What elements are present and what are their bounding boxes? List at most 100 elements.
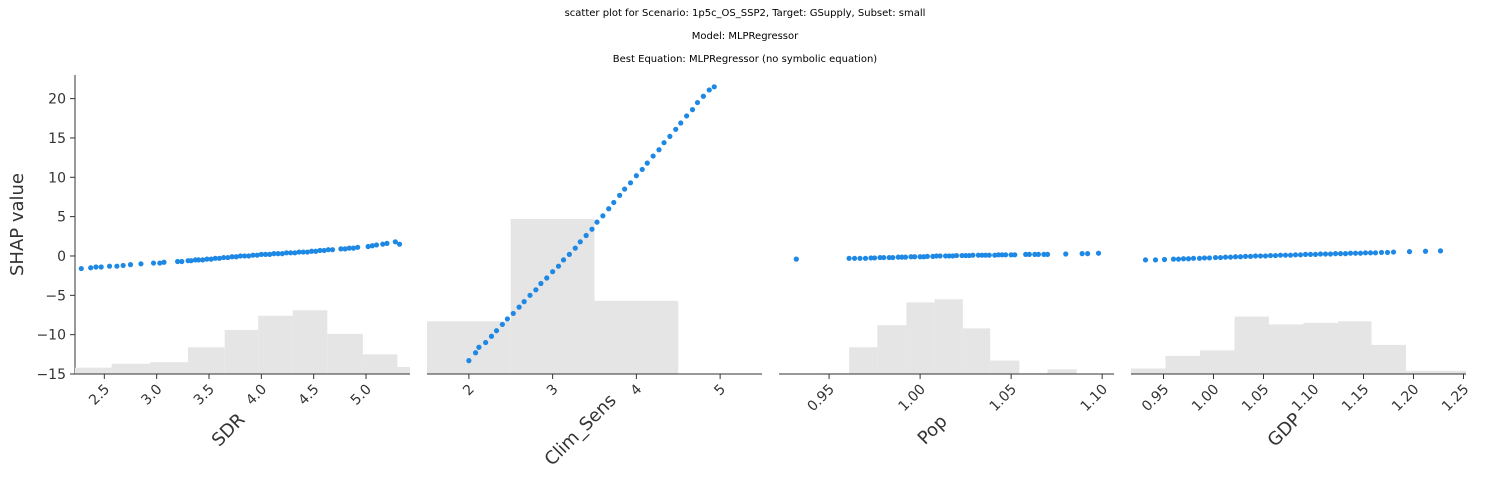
scatter-point <box>1201 255 1208 261</box>
scatter-point <box>1196 255 1203 261</box>
scatter-point <box>1003 252 1009 258</box>
scatter-point <box>933 253 940 259</box>
scatter-point <box>656 147 662 153</box>
scatter-point <box>881 254 887 261</box>
y-tick-label: 10 <box>48 170 66 186</box>
histogram-bar <box>1200 350 1235 374</box>
scatter-point <box>1342 251 1349 257</box>
scatter-point <box>1232 254 1239 260</box>
scatter-point <box>908 254 914 260</box>
scatter-point <box>899 254 905 260</box>
histogram-bar <box>111 363 151 374</box>
x-tick-label: 1.00 <box>896 382 929 415</box>
scatter-point <box>1357 250 1364 256</box>
scatter-point <box>488 333 495 339</box>
histogram-bar <box>906 302 935 374</box>
scatter-point <box>644 160 650 166</box>
x-tick-label: 1.00 <box>1189 382 1222 415</box>
scatter-point <box>572 245 578 251</box>
scatter-point <box>300 249 306 255</box>
scatter-point <box>583 232 589 239</box>
scatter-point <box>1378 249 1385 256</box>
x-tick-label: 2 <box>460 382 478 400</box>
x-tick-label: 3.0 <box>138 382 165 409</box>
scatter-point <box>1384 249 1391 256</box>
scatter-point <box>1267 252 1274 259</box>
scatter-point <box>711 84 717 90</box>
histogram-bar <box>1338 321 1372 374</box>
scatter-point <box>127 262 134 268</box>
scatter-point <box>594 219 600 225</box>
scatter-point <box>504 316 510 322</box>
histogram-bar <box>292 310 328 374</box>
scatter-point <box>661 140 667 146</box>
x-tick-label: 1.20 <box>1389 382 1422 415</box>
scatter-point <box>544 275 550 281</box>
scatter-point <box>279 251 285 257</box>
scatter-point <box>308 248 315 254</box>
scatter-point <box>851 255 858 261</box>
scatter-point <box>1035 251 1042 257</box>
scatter-point <box>975 252 981 258</box>
histogram-bar <box>1165 355 1200 374</box>
x-tick-label: 1.10 <box>1078 382 1111 415</box>
x-tick-label: 1.05 <box>1239 382 1272 415</box>
scatter-point <box>267 251 273 257</box>
x-tick-label: 0.95 <box>1139 382 1172 415</box>
scatter-point <box>1437 248 1444 254</box>
scatter-point <box>1257 253 1264 259</box>
scatter-point <box>369 243 375 249</box>
scatter-point <box>793 256 799 262</box>
histogram-bar <box>1303 322 1338 374</box>
scatter-point <box>577 239 583 245</box>
scatter-point <box>1026 251 1032 257</box>
scatter-point <box>384 240 390 246</box>
scatter-point <box>1152 257 1159 263</box>
histogram-bar <box>849 347 878 374</box>
scatter-point <box>325 247 331 253</box>
y-tick-label: −15 <box>36 367 66 383</box>
scatter-point <box>902 254 909 260</box>
histogram-bar <box>594 300 679 374</box>
scatter-point <box>589 226 595 232</box>
scatter-point <box>1367 250 1374 256</box>
histogram-bar <box>150 362 189 374</box>
scatter-point <box>1170 256 1177 262</box>
scatter-point <box>150 260 157 266</box>
scatter-point <box>329 247 336 253</box>
scatter-point <box>1307 251 1314 257</box>
scatter-point <box>1347 250 1354 256</box>
scatter-point <box>1390 249 1397 255</box>
scatter-point <box>346 245 352 251</box>
scatter-point <box>1185 256 1192 262</box>
scatter-point <box>350 245 357 251</box>
scatter-point <box>667 133 673 139</box>
scatter-point <box>1282 252 1289 258</box>
scatter-point <box>342 246 348 252</box>
x-tick-label: 1.10 <box>1289 382 1322 415</box>
scatter-point <box>296 249 302 255</box>
scatter-point <box>292 250 298 256</box>
scatter-point <box>365 243 371 250</box>
scatter-point <box>877 254 883 261</box>
x-tick-label: 4.0 <box>243 382 270 409</box>
scatter-point <box>1372 250 1379 256</box>
scatter-point <box>1227 254 1234 260</box>
scatter-point <box>946 253 952 259</box>
scatter-point <box>1337 251 1344 257</box>
y-tick-label: 15 <box>48 131 66 147</box>
y-tick-label: 5 <box>57 210 66 226</box>
scatter-point <box>550 269 556 275</box>
scatter-point <box>886 254 892 261</box>
scatter-point <box>959 252 965 259</box>
histogram-bar <box>1269 324 1304 374</box>
scatter-point <box>493 328 500 334</box>
scatter-point <box>846 255 852 261</box>
scatter-point <box>212 255 218 261</box>
scatter-point <box>684 113 690 119</box>
scatter-point <box>246 253 252 259</box>
y-axis-label: SHAP value <box>7 173 28 276</box>
scatter-point <box>225 254 231 261</box>
